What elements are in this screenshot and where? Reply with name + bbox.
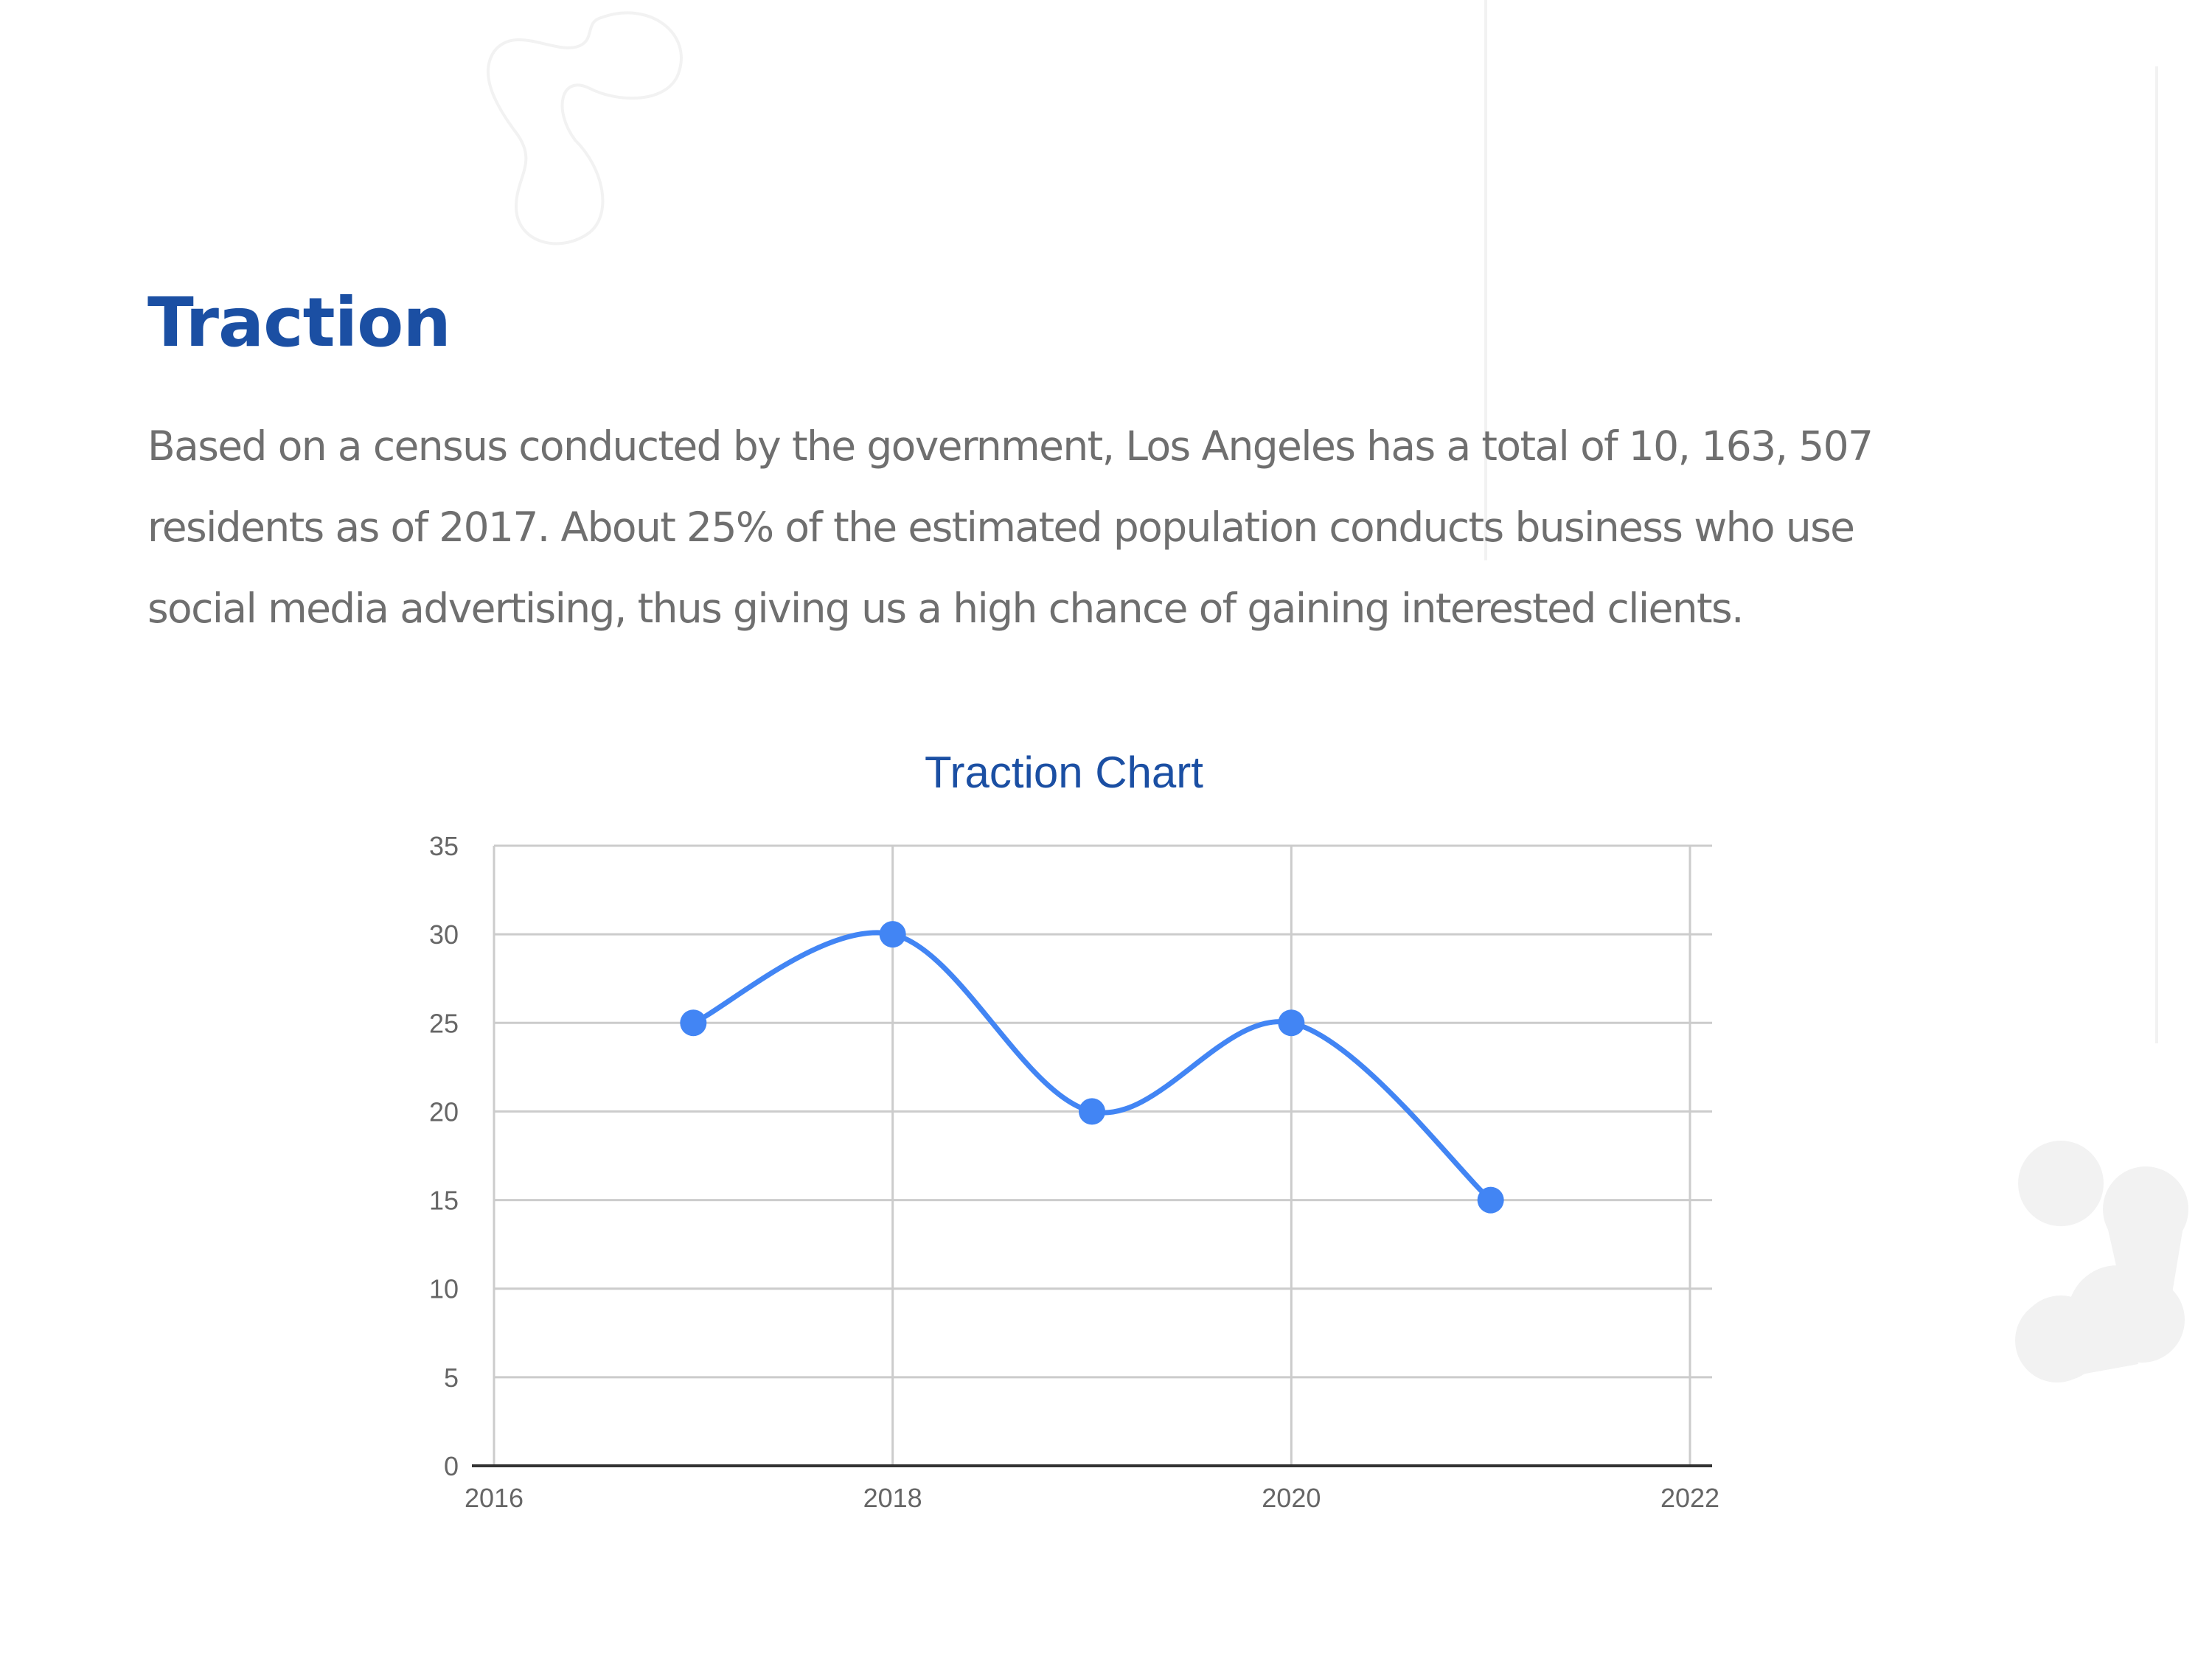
series-line	[690, 930, 1494, 1203]
x-tick-label: 2018	[863, 1483, 922, 1513]
data-point	[680, 1009, 707, 1037]
y-tick-label: 20	[429, 1096, 459, 1127]
data-point	[879, 921, 906, 948]
page-title: Traction	[147, 283, 451, 362]
data-point	[1079, 1098, 1105, 1125]
chart-series	[680, 921, 1504, 1214]
x-tick-label: 2022	[1660, 1483, 1719, 1513]
y-tick-label: 35	[429, 831, 459, 861]
body-paragraph: Based on a census conducted by the gover…	[147, 422, 1874, 632]
data-point	[1477, 1186, 1504, 1214]
y-tick-label: 30	[429, 919, 459, 950]
y-tick-label: 15	[429, 1186, 459, 1216]
chart-title: Traction Chart	[925, 748, 1203, 797]
y-tick-label: 0	[444, 1451, 459, 1481]
y-tick-label: 5	[444, 1363, 459, 1393]
y-tick-label: 10	[429, 1274, 459, 1304]
chart-tick-labels: 0 5 10 15 20 25 30 35 2016 2018 2020 2022	[429, 831, 1719, 1513]
chart-gridlines	[493, 844, 1712, 1466]
x-tick-label: 2020	[1262, 1483, 1321, 1513]
x-tick-label: 2016	[465, 1483, 524, 1513]
data-point	[1278, 1009, 1305, 1037]
molecule-filled-decoration	[2015, 1141, 2188, 1382]
y-tick-label: 25	[429, 1008, 459, 1038]
molecule-outline-decoration	[487, 11, 683, 246]
